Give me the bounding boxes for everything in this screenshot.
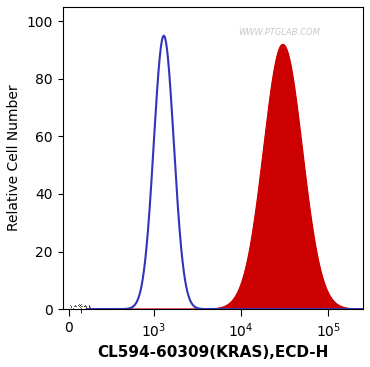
Text: WWW.PTGLAB.COM: WWW.PTGLAB.COM bbox=[238, 28, 320, 37]
X-axis label: CL594-60309(KRAS),ECD-H: CL594-60309(KRAS),ECD-H bbox=[97, 345, 329, 360]
Y-axis label: Relative Cell Number: Relative Cell Number bbox=[7, 85, 21, 231]
